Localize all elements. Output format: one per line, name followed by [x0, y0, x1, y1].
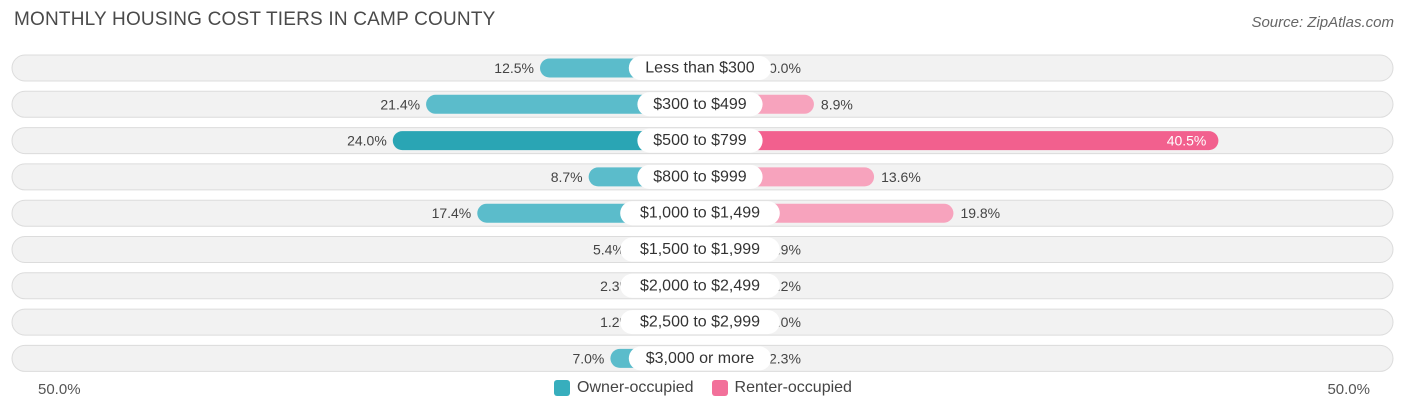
owner-value-label: 17.4% [432, 205, 472, 221]
renter-bar [700, 131, 1219, 151]
category-label-bg [628, 56, 772, 80]
axis-right-label: 50.0% [1327, 381, 1370, 398]
legend-label-renter: Renter-occupied [734, 379, 852, 396]
category-label-bg [637, 92, 763, 117]
renter-value-label: 19.8% [960, 205, 1000, 221]
owner-value-label: 5.4% [593, 242, 625, 258]
owner-value-label: 24.0% [347, 133, 387, 149]
legend-swatch-owner [554, 380, 571, 396]
renter-value-label: 2.3% [769, 350, 801, 366]
category-label: $300 to $499 [653, 96, 747, 113]
category-label-bg [637, 164, 763, 189]
category-label: $1,000 to $1,499 [640, 205, 760, 222]
category-label: $800 to $999 [653, 168, 747, 185]
category-label-bg [628, 346, 772, 371]
category-label-bg [620, 201, 780, 226]
category-label: Less than $300 [645, 60, 755, 77]
legend-item-renter: Renter-occupied [711, 379, 852, 397]
renter-value-label: 0.0% [769, 60, 801, 76]
owner-value-label: 8.7% [551, 169, 583, 185]
category-label-bg [620, 273, 780, 298]
category-label: $1,500 to $1,999 [640, 241, 760, 258]
renter-value-label: 8.9% [821, 96, 853, 112]
owner-bar [392, 131, 700, 151]
axis-left-label: 50.0% [38, 381, 81, 398]
legend-label-owner: Owner-occupied [577, 379, 694, 396]
legend-swatch-renter [711, 380, 728, 396]
category-label: $3,000 or more [646, 350, 755, 367]
chart-title: MONTHLY HOUSING COST TIERS IN CAMP COUNT… [14, 9, 496, 30]
legend: Owner-occupied Renter-occupied [0, 379, 1406, 397]
category-label: $2,000 to $2,499 [640, 277, 760, 294]
legend-item-owner: Owner-occupied [554, 379, 694, 397]
category-label-bg [637, 128, 763, 153]
category-label: $500 to $799 [653, 132, 747, 149]
owner-value-label: 12.5% [494, 60, 534, 76]
renter-value-label: 13.6% [881, 169, 921, 185]
renter-value-label: 40.5% [1167, 133, 1207, 149]
owner-value-label: 21.4% [380, 96, 420, 112]
category-label-bg [620, 310, 780, 335]
owner-bar [426, 94, 700, 114]
category-label-bg [620, 237, 780, 262]
source-label: Source: ZipAtlas.com [1251, 14, 1394, 31]
category-label: $2,500 to $2,999 [640, 314, 760, 331]
owner-value-label: 7.0% [572, 350, 604, 366]
